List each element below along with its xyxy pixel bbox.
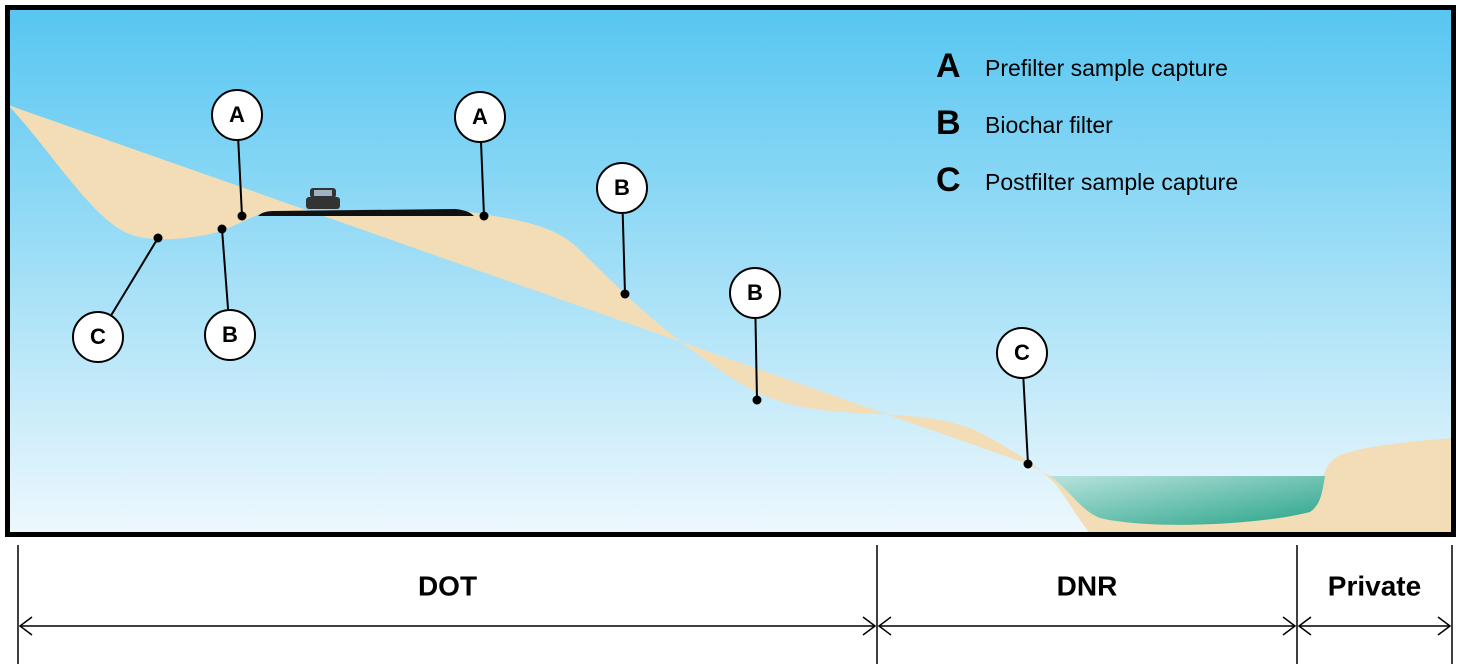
section-label: DOT <box>418 570 477 601</box>
page: AABBBCC APrefilter sample captureBBiocha… <box>0 0 1461 664</box>
marker-dot <box>238 212 247 221</box>
marker-label: A <box>472 104 488 129</box>
marker-dot <box>1024 460 1033 469</box>
marker-dot <box>621 290 630 299</box>
sections: DOT DNR Private <box>18 545 1452 664</box>
section-label: DNR <box>1057 570 1118 601</box>
legend-label: Postfilter sample capture <box>985 169 1238 195</box>
marker-dot <box>480 212 489 221</box>
marker-label: A <box>229 102 245 127</box>
legend-label: Prefilter sample capture <box>985 55 1228 81</box>
marker-dot <box>753 396 762 405</box>
legend-key: A <box>936 47 961 85</box>
section-label: Private <box>1328 570 1421 601</box>
legend-label: Biochar filter <box>985 112 1113 138</box>
marker-dot <box>218 225 227 234</box>
marker-dot <box>154 234 163 243</box>
car-icon <box>306 188 340 209</box>
diagram: AABBBCC APrefilter sample captureBBiocha… <box>0 0 1461 664</box>
marker-label: C <box>1014 340 1030 365</box>
legend-key: C <box>936 161 961 199</box>
marker-label: B <box>614 175 630 200</box>
marker-label: B <box>222 322 238 347</box>
marker-label: C <box>90 324 106 349</box>
legend-key: B <box>936 104 961 142</box>
marker-label: B <box>747 280 763 305</box>
